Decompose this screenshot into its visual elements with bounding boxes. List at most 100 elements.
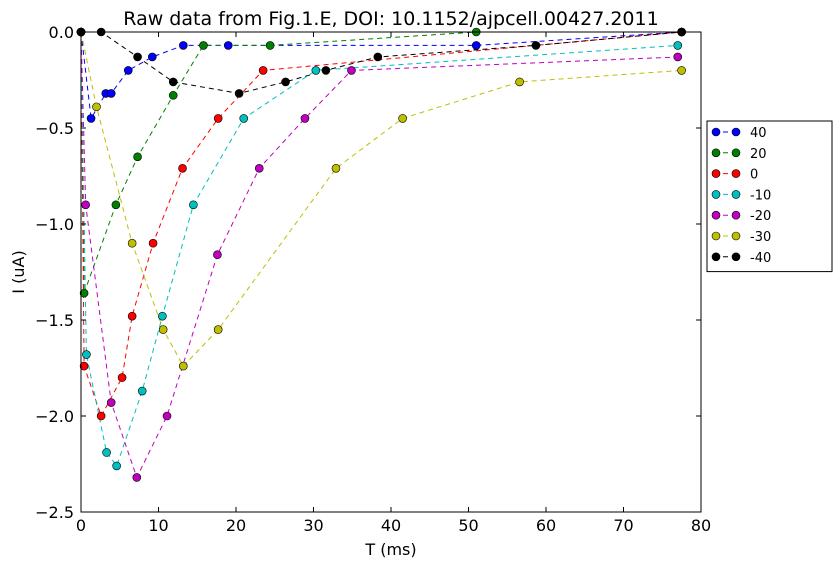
legend-box	[706, 120, 833, 273]
legend-item: -30	[711, 230, 771, 245]
data-point	[127, 238, 137, 248]
data-point	[112, 461, 121, 471]
data-point	[311, 66, 321, 75]
series-line-0	[80, 31, 682, 418]
y-tick-label: −1.0	[35, 215, 74, 234]
legend-marker	[731, 127, 741, 137]
data-point	[531, 41, 541, 50]
legend-marker	[731, 148, 741, 158]
data-point	[79, 288, 89, 298]
legend-marker	[711, 252, 721, 262]
data-point	[158, 311, 167, 321]
series-line--20	[80, 31, 678, 479]
data-point	[239, 114, 249, 123]
series-line-20	[80, 31, 682, 294]
legend-item: -40	[711, 251, 771, 266]
legend-marker	[731, 231, 741, 241]
legend-marker	[731, 252, 741, 262]
x-tick-label: 10	[148, 516, 168, 535]
legend-label: -40	[750, 251, 771, 266]
legend-label: 20	[750, 147, 767, 162]
legend-label: -30	[750, 230, 771, 245]
data-point	[102, 448, 111, 457]
data-point	[168, 91, 178, 100]
legend-marker	[731, 169, 741, 178]
data-point	[179, 361, 188, 371]
data-point	[179, 41, 188, 50]
data-point	[168, 77, 178, 87]
data-point	[347, 66, 356, 75]
legend-marker	[711, 231, 721, 241]
legend-marker	[711, 169, 721, 178]
legend-marker	[711, 127, 721, 137]
series-line--10	[80, 31, 678, 467]
legend-label: 40	[750, 126, 767, 141]
data-point	[81, 200, 90, 210]
y-axis-label: I (uA)	[9, 250, 28, 293]
plot-area	[76, 27, 686, 482]
y-tick-label: −2.5	[35, 503, 74, 522]
data-point	[673, 52, 683, 62]
legend: 40 20 0 -10 -20 -30 -40	[706, 120, 833, 273]
y-tick-label: 0.0	[49, 23, 74, 42]
data-point	[331, 164, 341, 173]
data-point	[148, 238, 158, 248]
y-tick-label: −2.0	[35, 407, 74, 426]
data-point	[673, 41, 683, 50]
data-point	[265, 41, 275, 50]
legend-label: -10	[750, 188, 771, 203]
y-tick-label: −1.5	[35, 311, 74, 330]
x-axis-label: T (ms)	[364, 540, 416, 559]
x-tick-label: 50	[458, 516, 478, 535]
data-point	[86, 114, 96, 123]
series-line--30	[80, 31, 682, 367]
legend-item: 20	[711, 147, 767, 162]
data-point	[515, 77, 524, 87]
data-point	[96, 411, 106, 421]
data-point	[471, 41, 481, 50]
legend-marker	[731, 210, 741, 220]
data-point	[133, 152, 142, 162]
legend-item: 0	[711, 168, 758, 183]
legend-marker	[711, 190, 721, 199]
data-point	[199, 41, 208, 50]
data-point	[213, 250, 222, 260]
data-point	[92, 102, 101, 112]
data-point	[133, 52, 142, 62]
legend-marker	[731, 190, 741, 199]
data-point	[123, 66, 133, 75]
data-point	[223, 41, 233, 50]
legend-label: 0	[750, 168, 758, 183]
data-point	[79, 361, 89, 371]
data-point	[137, 386, 147, 396]
x-tick-label: 20	[226, 516, 246, 535]
plot-frame	[80, 31, 702, 513]
data-point	[254, 164, 264, 173]
x-tick-label: 40	[381, 516, 401, 535]
x-tick-label: 80	[691, 516, 711, 535]
x-tick-label: 30	[303, 516, 323, 535]
x-tick-label: 60	[536, 516, 556, 535]
data-point	[158, 325, 168, 334]
data-point	[148, 52, 157, 62]
data-point	[162, 411, 172, 421]
series-line--40	[81, 31, 682, 94]
data-point	[213, 325, 223, 334]
data-point	[127, 311, 137, 321]
data-point	[234, 89, 244, 98]
legend-item: 40	[711, 126, 767, 141]
x-tick-label: 70	[613, 516, 633, 535]
data-point	[117, 373, 127, 382]
data-point	[178, 164, 187, 173]
legend-item: -20	[711, 209, 771, 224]
series-line-40	[80, 31, 682, 120]
data-point	[106, 89, 116, 98]
data-point	[258, 66, 268, 75]
data-point	[300, 114, 310, 123]
data-point	[132, 473, 142, 482]
chart-title: Raw data from Fig.1.E, DOI: 10.1152/ajpc…	[123, 8, 658, 30]
data-point	[106, 398, 116, 407]
data-point	[189, 200, 198, 210]
data-point	[677, 66, 686, 75]
